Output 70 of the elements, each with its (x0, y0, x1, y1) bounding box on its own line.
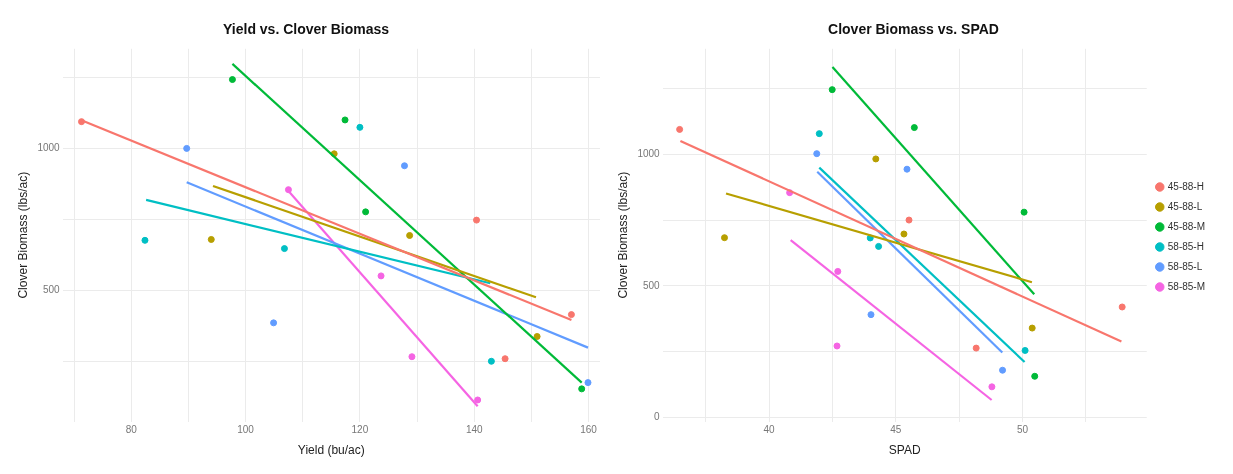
y-tick-label: 1000 (37, 142, 61, 154)
point (270, 319, 278, 327)
y-tick-label: 500 (42, 284, 61, 296)
point (815, 130, 823, 138)
point (228, 76, 236, 84)
point (341, 116, 349, 124)
point (875, 242, 883, 250)
point (988, 383, 996, 391)
point (408, 353, 416, 361)
point (828, 86, 836, 94)
point (872, 155, 880, 163)
point (999, 366, 1007, 374)
legend-label: 58-85-M (1167, 280, 1206, 292)
x-axis-title: Yield (bu/ac) (297, 443, 365, 458)
point (584, 379, 592, 387)
point (813, 150, 821, 158)
point (905, 216, 913, 224)
x-tick-label: 160 (580, 424, 598, 436)
y-tick-label: 1000 (637, 147, 661, 159)
point (867, 311, 875, 319)
x-tick-label: 50 (1017, 424, 1029, 436)
legend-label: 58-85-H (1167, 240, 1204, 252)
point (720, 234, 728, 242)
point (567, 311, 575, 319)
point (487, 357, 495, 365)
point (377, 272, 385, 280)
point (362, 208, 370, 216)
legend-label: 45-88-M (1167, 220, 1206, 232)
point (1021, 346, 1029, 354)
chart-title: Clover Biomass vs. SPAD (828, 21, 999, 38)
point (900, 230, 908, 238)
point (280, 245, 288, 253)
point (910, 124, 918, 132)
point (474, 396, 482, 404)
x-tick-label: 45 (890, 424, 902, 436)
chart-title: Yield vs. Clover Biomass (223, 21, 390, 38)
point (207, 235, 215, 243)
y-tick-label: 0 (654, 411, 661, 423)
point (401, 162, 408, 170)
x-tick-label: 40 (763, 424, 776, 436)
y-axis-title: Clover Biomass (lbs/ac) (15, 171, 30, 299)
point (834, 267, 842, 275)
point (578, 385, 586, 393)
point (141, 236, 149, 244)
point (473, 216, 481, 224)
point (501, 355, 509, 363)
x-tick-label: 120 (351, 424, 369, 436)
x-axis-title: SPAD (888, 443, 921, 458)
point (972, 344, 980, 352)
y-tick-label: 500 (642, 279, 661, 291)
x-tick-label: 140 (465, 424, 484, 436)
point (183, 144, 191, 152)
x-tick-label: 100 (237, 424, 255, 436)
point (406, 231, 414, 239)
point (356, 123, 364, 131)
point (284, 186, 292, 194)
legend-label: 45-88-L (1167, 200, 1203, 212)
point (533, 333, 541, 341)
point (1020, 208, 1028, 216)
x-tick-label: 80 (125, 424, 138, 436)
point (1031, 372, 1039, 380)
legend-label: 58-85-L (1167, 260, 1203, 272)
point (1028, 324, 1036, 332)
point (78, 118, 86, 126)
point (676, 125, 684, 133)
legend-label: 45-88-H (1167, 180, 1204, 192)
point (833, 342, 841, 350)
point (1118, 303, 1126, 311)
point (903, 165, 911, 173)
y-axis-title: Clover Biomass (lbs/ac) (615, 171, 630, 299)
